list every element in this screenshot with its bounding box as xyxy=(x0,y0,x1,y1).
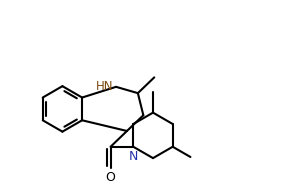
Text: N: N xyxy=(129,150,138,163)
Text: HN: HN xyxy=(95,80,113,93)
Text: O: O xyxy=(106,171,116,184)
